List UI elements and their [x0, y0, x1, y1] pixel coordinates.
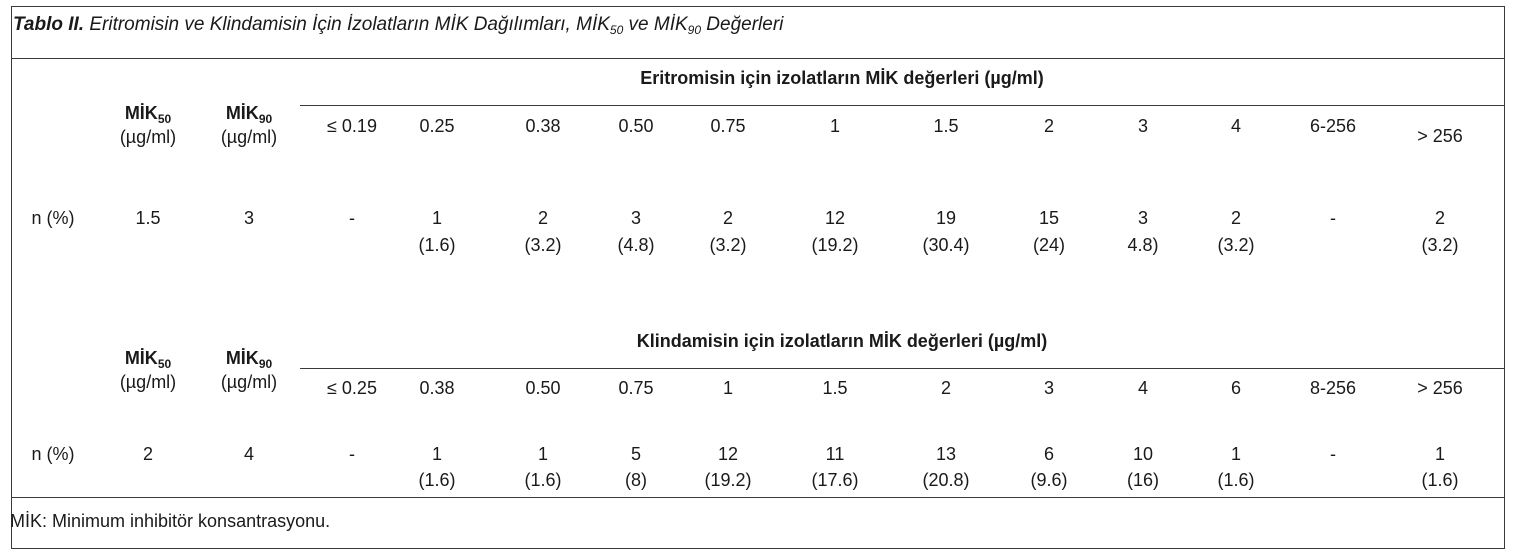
clinda-percent-3: (1.6) [524, 470, 562, 490]
clinda-count-3: 1 [537, 444, 549, 464]
clinda-mic90-header: MİK90 (µg/ml) [220, 348, 278, 392]
clinda-mic50-header: MİK50 (µg/ml) [119, 348, 177, 392]
clinda-group-header: Klindamisin için izolatların MİK değerle… [636, 331, 1048, 351]
erythro-concentration-3: 0.38 [525, 116, 561, 136]
erythro-percent-7: (30.4) [922, 235, 970, 255]
erythro-percent-4: (4.8) [617, 235, 655, 255]
erythro-count-10: 2 [1230, 208, 1242, 228]
erythro-count-6: 12 [824, 208, 846, 228]
erythro-count-8: 15 [1038, 208, 1060, 228]
clinda-count-5: 12 [717, 444, 739, 464]
clinda-percent-9: (16) [1126, 470, 1160, 490]
erythro-percent-2: (1.6) [418, 235, 456, 255]
caption-rule [12, 58, 1504, 59]
erythro-count-11: - [1330, 208, 1336, 228]
erythro-count-2: 1 [431, 208, 443, 228]
clinda-concentration-12: > 256 [1417, 378, 1463, 398]
clinda-concentration-2: 0.38 [419, 378, 455, 398]
erythro-concentration-11: 6-256 [1309, 116, 1357, 136]
erythro-count-1: - [349, 208, 355, 228]
clinda-n-label: n (%) [31, 444, 75, 464]
clinda-mic50-value: 2 [142, 444, 154, 464]
footnote: MİK: Minimum inhibitör konsantrasyonu. [10, 511, 331, 531]
erythro-concentration-2: 0.25 [419, 116, 455, 136]
clinda-concentration-1: ≤ 0.25 [327, 378, 377, 398]
erythro-count-4: 3 [630, 208, 642, 228]
erythro-count-3: 2 [537, 208, 549, 228]
footer-rule [12, 497, 1504, 498]
clinda-concentration-9: 4 [1137, 378, 1149, 398]
clinda-percent-2: (1.6) [418, 470, 456, 490]
clinda-count-8: 6 [1043, 444, 1055, 464]
erythro-percent-10: (3.2) [1217, 235, 1255, 255]
clinda-percent-5: (19.2) [704, 470, 752, 490]
table-frame [11, 6, 1505, 549]
erythro-count-7: 19 [935, 208, 957, 228]
erythro-concentration-8: 2 [1043, 116, 1055, 136]
erythro-concentration-7: 1.5 [933, 116, 959, 136]
erythro-mic90-value: 3 [243, 208, 255, 228]
erythro-percent-8: (24) [1032, 235, 1066, 255]
clinda-header-rule [300, 368, 1504, 369]
clinda-count-1: - [349, 444, 355, 464]
erythro-concentration-1: ≤ 0.19 [327, 116, 377, 136]
erythro-concentration-12: > 256 [1417, 126, 1463, 146]
clinda-concentration-7: 2 [940, 378, 952, 398]
clinda-concentration-6: 1.5 [822, 378, 848, 398]
erythro-concentration-4: 0.50 [618, 116, 654, 136]
clinda-percent-8: (9.6) [1030, 470, 1068, 490]
erythro-percent-12: (3.2) [1421, 235, 1459, 255]
erythro-percent-6: (19.2) [811, 235, 859, 255]
erythro-concentration-9: 3 [1137, 116, 1149, 136]
erythro-concentration-10: 4 [1230, 116, 1242, 136]
table-caption: Tablo II. Eritromisin ve Klindamisin İçi… [13, 14, 784, 37]
erythro-mic90-header: MİK90 (µg/ml) [220, 103, 278, 147]
erythro-mic50-header: MİK50 (µg/ml) [119, 103, 177, 147]
clinda-concentration-4: 0.75 [618, 378, 654, 398]
erythro-percent-9: 4.8) [1127, 235, 1159, 255]
clinda-percent-12: (1.6) [1421, 470, 1459, 490]
clinda-count-11: - [1330, 444, 1336, 464]
clinda-concentration-3: 0.50 [525, 378, 561, 398]
clinda-count-6: 11 [825, 444, 845, 464]
clinda-concentration-5: 1 [722, 378, 734, 398]
erythro-percent-3: (3.2) [524, 235, 562, 255]
clinda-count-9: 10 [1132, 444, 1154, 464]
erythro-count-12: 2 [1434, 208, 1446, 228]
clinda-percent-10: (1.6) [1217, 470, 1255, 490]
erythro-mic50-value: 1.5 [135, 208, 161, 228]
clinda-count-7: 13 [935, 444, 957, 464]
clinda-percent-6: (17.6) [811, 470, 859, 490]
clinda-concentration-10: 6 [1230, 378, 1242, 398]
erythro-count-5: 2 [722, 208, 734, 228]
erythro-concentration-5: 0.75 [710, 116, 746, 136]
erythro-percent-5: (3.2) [709, 235, 747, 255]
clinda-count-12: 1 [1434, 444, 1446, 464]
clinda-count-10: 1 [1230, 444, 1242, 464]
erythro-concentration-6: 1 [829, 116, 841, 136]
clinda-count-2: 1 [431, 444, 443, 464]
erythro-n-label: n (%) [31, 208, 75, 228]
erythro-count-9: 3 [1137, 208, 1149, 228]
clinda-count-4: 5 [630, 444, 642, 464]
clinda-percent-4: (8) [625, 470, 647, 490]
clinda-concentration-8: 3 [1043, 378, 1055, 398]
erythro-group-header: Eritromisin için izolatların MİK değerle… [640, 68, 1044, 88]
clinda-mic90-value: 4 [243, 444, 255, 464]
clinda-percent-7: (20.8) [922, 470, 970, 490]
clinda-concentration-11: 8-256 [1309, 378, 1357, 398]
erythro-header-rule [300, 105, 1504, 106]
